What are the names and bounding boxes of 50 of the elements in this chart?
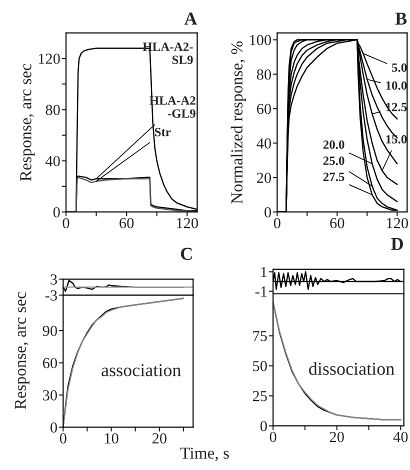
x-tick-label: 0 [274,218,280,228]
chart-title: D [391,238,403,250]
chart-title: A [184,12,198,25]
y-tick-label: 0 [260,420,267,432]
annotation: Str [154,128,171,136]
y-tick-label: 75 [253,331,267,342]
y-tick-label: 20 [256,172,272,183]
x-tick-label: 120 [387,218,408,228]
annotation: 27.5 [323,172,344,182]
x-tick-label: 40 [393,432,408,442]
annotation: 5.0 [392,63,407,72]
y-tick-label: 0 [50,422,57,433]
chart-title: C [180,248,192,260]
x-axis-title: Time, s [180,448,229,462]
annotation: 20.0 [323,140,344,149]
annotation: 25.0 [323,156,344,166]
y-tick-label: 40 [45,156,60,166]
y-tick-label: 40 [256,138,272,149]
y-tick-label: -3 [45,290,57,301]
y-tick-label: 60 [256,104,272,114]
annotation: dissociation [309,362,394,375]
y-tick-label: 80 [256,69,272,80]
y-axis-title: Normalized response, % [230,41,246,204]
x-tick-label: 60 [330,218,344,228]
y-tick-label: 50 [253,360,267,372]
x-tick-label: 10 [104,433,118,444]
annotation: 10.0 [386,81,407,90]
y-tick-label: 60 [42,358,57,368]
x-tick-label: 20 [330,432,344,442]
y-tick-label: 100 [250,34,272,46]
x-tick-label: 0 [62,218,70,228]
y-tick-label: 1 [261,266,267,278]
y-tick-label: 0 [264,207,272,218]
y-tick-label: 120 [38,54,60,64]
y-tick-label: 90 [42,326,57,336]
y-tick-label: -1 [255,286,267,297]
annotation: 15.0 [386,135,407,144]
annotation: association [102,364,181,376]
y-tick-label: 3 [50,274,57,285]
y-axis-title: Response, arc sec [14,292,30,410]
x-tick-label: 20 [152,433,166,444]
x-tick-label: 120 [177,218,198,228]
annotation: HLA-A2- SL9 [142,42,193,64]
y-axis-title: Response, arc sec [20,64,35,181]
x-tick-label: 60 [120,218,134,228]
y-tick-label: 0 [53,207,60,218]
y-tick-label: 25 [252,390,267,402]
y-tick-label: 30 [43,390,57,400]
y-tick-label: 80 [46,104,60,116]
chart-title: B [395,12,407,25]
